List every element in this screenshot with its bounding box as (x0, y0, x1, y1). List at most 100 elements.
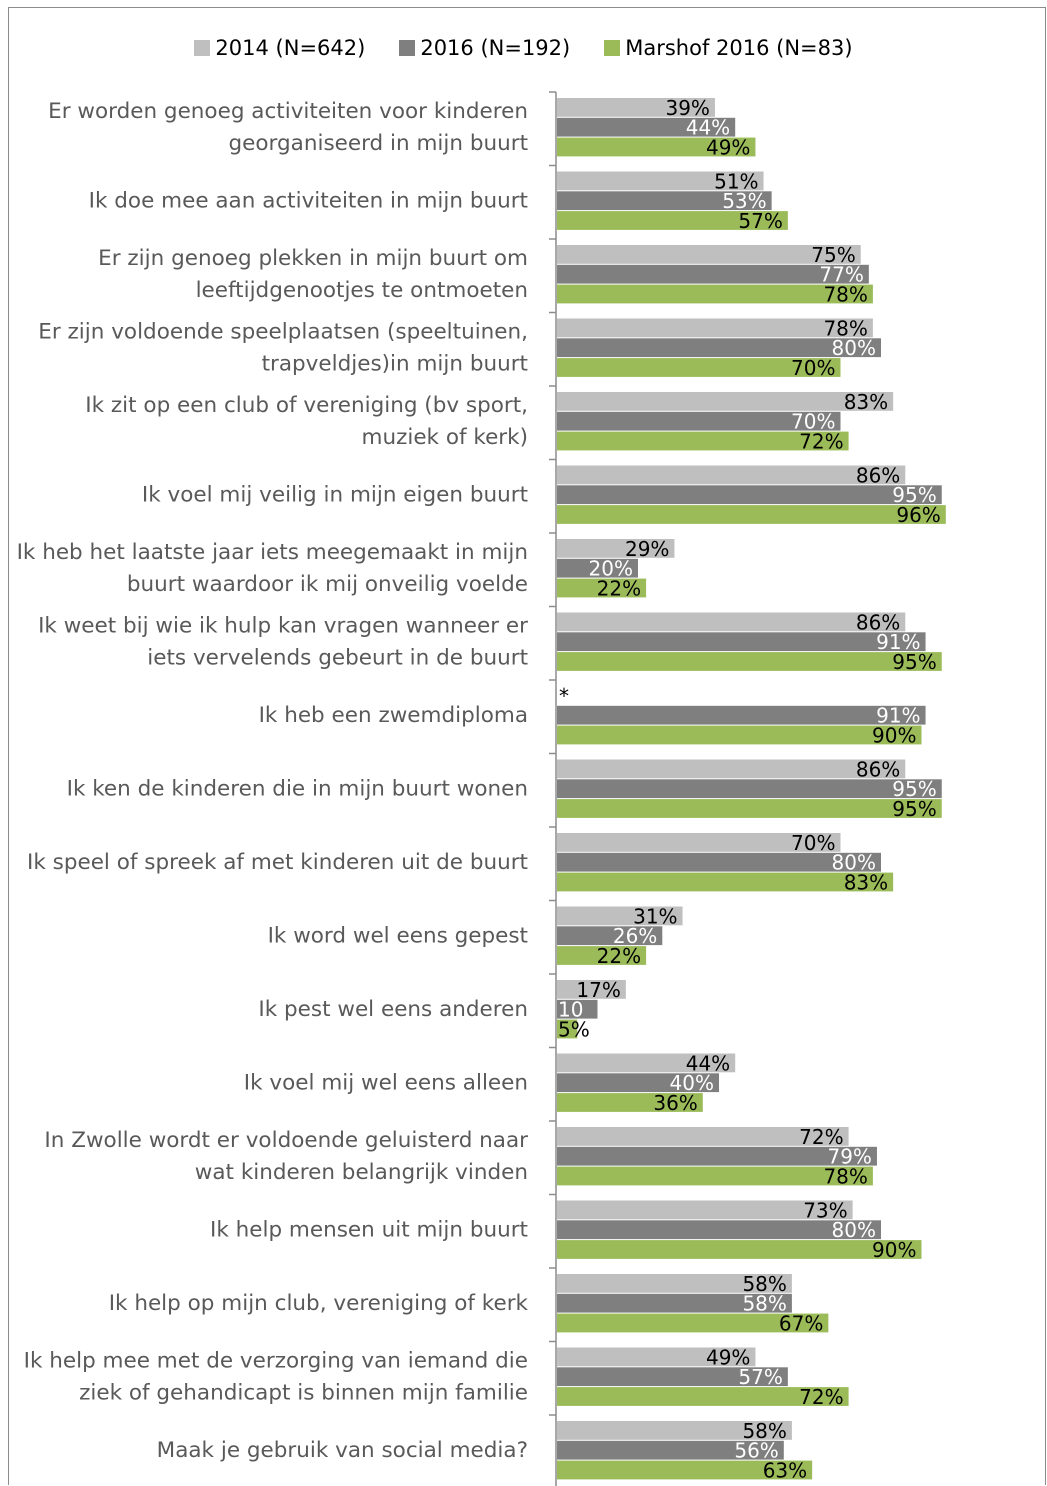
bar-2014 (557, 245, 861, 264)
data-label: 49% (706, 135, 750, 159)
bar-2014 (557, 1053, 736, 1073)
data-label: 77% (819, 263, 863, 287)
bar-2016 (557, 338, 881, 358)
bar-2016 (557, 852, 881, 872)
bar-marshof-2016 (557, 431, 849, 451)
bar-2014 (557, 318, 873, 338)
data-label: 51% (714, 169, 758, 193)
data-label: 57% (738, 209, 782, 233)
category-label: Ik voel mij wel eens alleen (244, 1071, 528, 1096)
data-label: 39% (665, 96, 709, 120)
data-label: 73% (803, 1198, 847, 1222)
data-label: 83% (844, 390, 888, 414)
data-label: 44% (686, 116, 730, 140)
category-label: muziek of kerk) (362, 425, 529, 450)
bar-marshof-2016 (557, 284, 873, 304)
category-label: georganiseerd in mijn buurt (229, 131, 528, 156)
bar-2014 (557, 539, 675, 558)
category-label: Ik pest wel eens anderen (258, 997, 528, 1022)
data-label: 78% (823, 1164, 867, 1188)
bar-2016 (557, 1073, 719, 1093)
bar-marshof-2016 (557, 725, 922, 745)
legend-swatch-marshof-2016 (604, 40, 621, 56)
data-label: 72% (799, 429, 843, 453)
bar-2016 (557, 411, 841, 431)
bar-2014 (557, 612, 906, 632)
category-label: Ik weet bij wie ik hulp kan vragen wanne… (38, 614, 528, 639)
data-label: 20% (589, 557, 633, 581)
legend-item-2016: 2016 (N=192) (399, 30, 570, 66)
data-label: 79% (827, 1145, 871, 1169)
bar-2014 (557, 392, 894, 411)
category-label: ziek of gehandicapt is binnen mijn famil… (79, 1381, 528, 1406)
data-label: 22% (597, 576, 641, 600)
bar-2016 (557, 1146, 877, 1166)
category-label: Ik help mensen uit mijn buurt (210, 1218, 528, 1243)
data-label: * (559, 684, 569, 708)
data-label: 78% (823, 282, 867, 306)
bar-marshof-2016 (557, 1166, 873, 1186)
bar-2014 (557, 1274, 792, 1293)
bar-2014 (557, 1127, 849, 1146)
data-label: 96% (896, 503, 940, 527)
bar-2014 (557, 1347, 756, 1367)
category-label: Ik heb het laatste jaar iets meegemaakt … (17, 540, 528, 565)
data-label: 80% (832, 1218, 876, 1242)
bar-2016 (557, 1220, 881, 1240)
data-label: 83% (844, 870, 888, 894)
bar-2016 (557, 1367, 788, 1387)
data-label: 29% (625, 537, 669, 561)
category-label: Ik voel mij veilig in mijn eigen buurt (142, 483, 528, 508)
bar-2014 (557, 980, 626, 999)
data-label: 36% (653, 1091, 697, 1115)
bar-2016 (557, 999, 598, 1019)
bar-marshof-2016 (557, 358, 841, 377)
category-label: In Zwolle wordt er voldoende geluisterd … (44, 1128, 528, 1153)
bar-2014 (557, 906, 683, 926)
bar-2016 (557, 1293, 792, 1313)
bar-marshof-2016 (557, 872, 894, 892)
bar-marshof-2016 (557, 211, 788, 230)
category-label: Ik zit op een club of vereniging (bv spo… (85, 393, 528, 418)
bar-marshof-2016 (557, 799, 942, 818)
category-label: Ik speel of spreek af met kinderen uit d… (27, 850, 528, 875)
category-label: Er zijn genoeg plekken in mijn buurt om (98, 246, 528, 271)
data-label: 95% (892, 797, 936, 821)
data-label: 70% (791, 356, 835, 380)
bar-2014 (557, 98, 715, 117)
data-label: 26% (613, 924, 657, 948)
bar-marshof-2016 (557, 137, 756, 157)
category-label: trapveldjes)in mijn buurt (262, 352, 528, 377)
bar-2016 (557, 485, 942, 505)
bar-2016 (557, 779, 942, 799)
data-label: 63% (763, 1458, 807, 1482)
data-label: 22% (597, 944, 641, 968)
data-label: 57% (738, 1365, 782, 1389)
legend-label-2014: 2014 (N=642) (215, 36, 366, 60)
data-label: 90% (872, 1238, 916, 1262)
data-label: 58% (742, 1272, 786, 1296)
data-label: 58% (742, 1419, 786, 1443)
data-label: 72% (799, 1125, 843, 1149)
data-label: 75% (811, 243, 855, 267)
data-label: 70% (791, 831, 835, 855)
bar-marshof-2016 (557, 946, 647, 965)
bar-2016 (557, 632, 926, 652)
bar-2016 (557, 191, 772, 211)
bar-marshof-2016 (557, 652, 942, 671)
data-label: 72% (799, 1385, 843, 1409)
data-label: 58% (742, 1292, 786, 1316)
category-label: Ik ken de kinderen die in mijn buurt won… (67, 777, 528, 802)
bar-marshof-2016 (557, 1019, 578, 1039)
data-label: 86% (856, 463, 900, 487)
data-label: 67% (779, 1311, 823, 1335)
bar-2016 (557, 264, 869, 284)
bar-2016 (557, 558, 638, 578)
bar-marshof-2016 (557, 1093, 703, 1112)
data-label: 95% (892, 650, 936, 674)
data-label: 86% (856, 610, 900, 634)
data-label: 5% (558, 1017, 590, 1041)
data-label: 40% (670, 1071, 714, 1095)
bar-2016 (557, 926, 663, 946)
legend-swatch-2016 (399, 40, 416, 56)
